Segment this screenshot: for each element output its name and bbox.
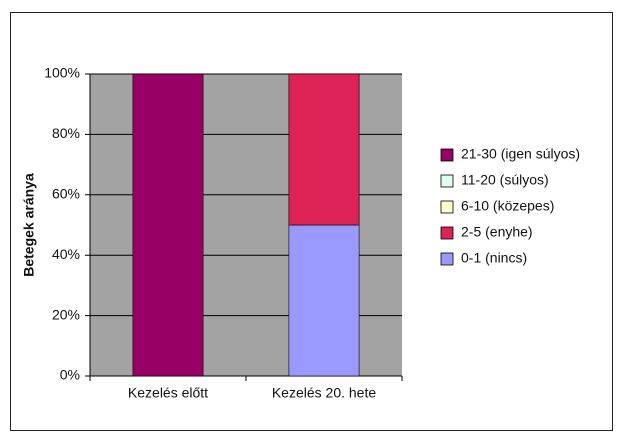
y-tick-label: 40% [52, 246, 80, 262]
y-tick-label: 100% [44, 65, 80, 81]
legend-label: 11-20 (súlyos) [461, 172, 549, 188]
bar-segment [288, 224, 360, 377]
y-tick-label: 60% [52, 186, 80, 202]
legend-swatch [440, 252, 454, 266]
bar-segment [132, 73, 204, 377]
legend-label: 0-1 (nincs) [461, 250, 527, 266]
legend-label: 21-30 (igen súlyos) [461, 146, 580, 162]
legend-swatch [440, 148, 454, 162]
legend-swatch [440, 174, 454, 188]
y-tick-label: 0% [60, 367, 80, 383]
legend-swatch [440, 200, 454, 214]
legend-label: 2-5 (enyhe) [461, 224, 533, 240]
x-tick-label: Kezelés 20. hete [272, 385, 377, 401]
x-tick-label: Kezelés előtt [128, 385, 208, 401]
bar-segment [288, 73, 360, 226]
legend-label: 6-10 (közepes) [461, 198, 554, 214]
y-tick-label: 80% [52, 125, 80, 141]
y-tick-label: 20% [52, 306, 80, 322]
legend-swatch [440, 226, 454, 240]
y-axis-title: Betegek aránya [21, 173, 37, 277]
